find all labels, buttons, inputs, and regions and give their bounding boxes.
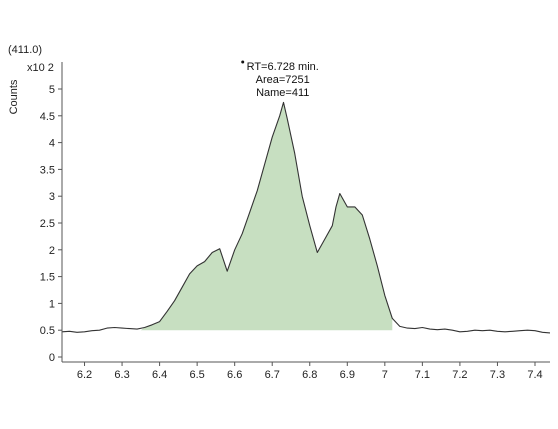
x-tick-label: 6.6	[227, 369, 242, 381]
x-tick-label: 6.8	[302, 369, 317, 381]
x-tick-label: 7.3	[490, 369, 505, 381]
axes: 0 0.5 1 1.5 2 2.5 3 3.5 4 4.5 5 6.2 6.3 6.4 6.5 6.6 6.7…	[40, 62, 550, 381]
y-tick-label: 2	[49, 245, 55, 257]
annotation-line: Name=411	[256, 87, 309, 99]
x-tick-label: 6.9	[340, 369, 355, 381]
x-tick-label: 7.2	[452, 369, 467, 381]
y-tick-label: 1	[49, 298, 55, 310]
chromatogram-line	[61, 101, 551, 334]
x-tick-label: 6.3	[114, 369, 129, 381]
chart-subtitle: (411.0)	[8, 44, 42, 56]
y-tick-label: 4.5	[40, 111, 55, 123]
x-tick-label: 7	[382, 369, 388, 381]
y-multiplier-label: x10 2	[27, 62, 54, 74]
x-tick-label: 7.1	[415, 369, 430, 381]
x-tick-label: 7.4	[527, 369, 542, 381]
y-axis-label: Counts	[8, 79, 20, 114]
y-tick-label: 0.5	[40, 325, 55, 337]
y-tick-label: 1.5	[40, 272, 55, 284]
plot-area	[61, 101, 551, 334]
x-tick-label: 6.4	[152, 369, 167, 381]
x-tick-label: 6.5	[189, 369, 204, 381]
y-tick-label: 3.5	[40, 164, 55, 176]
y-tick-label: 5	[49, 84, 55, 96]
annotation-marker	[241, 60, 245, 64]
annotation-line: Area=7251	[256, 74, 310, 86]
x-tick-label: 6.7	[265, 369, 280, 381]
y-tick-label: 3	[49, 191, 55, 203]
y-tick-label: 2.5	[40, 218, 55, 230]
x-tick-label: 6.2	[77, 369, 92, 381]
y-tick-label: 0	[49, 352, 55, 364]
y-ticks: 0 0.5 1 1.5 2 2.5 3 3.5 4 4.5 5	[40, 84, 62, 364]
annotation-line: RT=6.728 min.	[247, 61, 319, 73]
chart-header: (411.0) x10 2 Counts	[8, 44, 54, 114]
y-tick-label: 4	[49, 138, 55, 150]
peak-area-fill	[140, 102, 393, 331]
x-ticks: 6.2 6.3 6.4 6.5 6.6 6.7 6.8 6.9 7 7.1 7.2 7.3 7.4	[77, 362, 543, 381]
